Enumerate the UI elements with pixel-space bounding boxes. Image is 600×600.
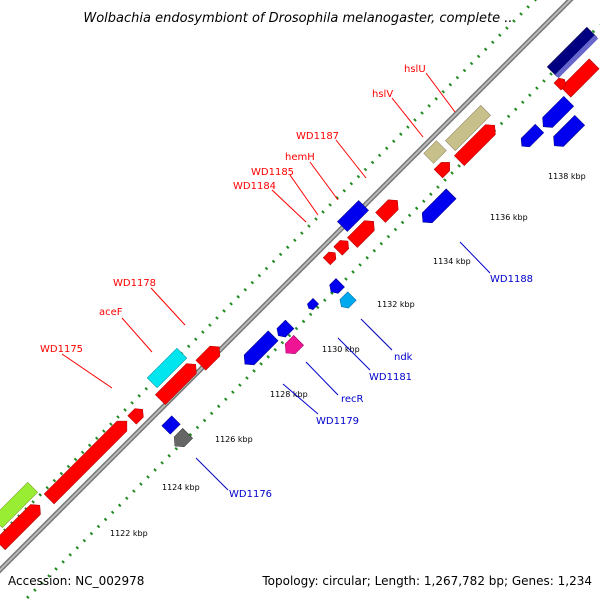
svg-text:aceF: aceF [99, 307, 123, 318]
gene-red-large-1[interactable] [0, 500, 45, 551]
gene-hslu-red[interactable] [454, 120, 499, 166]
gene-label-wd1187[interactable]: WD1187 [296, 131, 367, 179]
svg-text:WD1188: WD1188 [490, 274, 533, 285]
gene-wd1184[interactable] [322, 249, 339, 266]
gene-acef-red[interactable] [155, 359, 200, 405]
tick-label: 1124 kbp [162, 483, 200, 492]
svg-text:hslU: hslU [404, 64, 426, 75]
gene-hemh[interactable] [347, 216, 378, 248]
tick-label: 1134 kbp [433, 257, 471, 266]
tick-label: 1122 kbp [110, 529, 148, 538]
gene-navy[interactable] [546, 26, 599, 79]
gene-label-hslu[interactable]: hslU [404, 64, 456, 113]
tick-label: 1132 kbp [377, 300, 415, 309]
gene-label-wd1175[interactable]: WD1175 [40, 344, 113, 389]
gene-wd1187[interactable] [375, 196, 403, 223]
gene-hslv-red[interactable] [433, 158, 454, 179]
gene-label-acef[interactable]: aceF [99, 307, 153, 353]
gene-blue-hemh[interactable] [337, 200, 369, 232]
gene-wd1178[interactable] [195, 342, 224, 371]
svg-text:WD1185: WD1185 [251, 167, 294, 178]
tick-label: 1126 kbp [215, 435, 253, 444]
gene-ndk-blue[interactable] [327, 278, 345, 297]
gene-lime[interactable] [0, 482, 38, 528]
tick-label: 1130 kbp [322, 345, 360, 354]
gene-wd1175[interactable] [43, 416, 132, 505]
svg-text:WD1181: WD1181 [369, 372, 412, 383]
gene-label-hslv[interactable]: hslV [372, 89, 424, 138]
gene-label-wd1181[interactable]: WD1181 [337, 337, 412, 383]
tick-label: 1138 kbp [548, 172, 586, 181]
gene-wd1179-small[interactable] [274, 319, 295, 340]
svg-text:WD1176: WD1176 [229, 489, 272, 500]
gene-blue-138-2[interactable] [538, 95, 575, 131]
gene-blue-138-1[interactable] [518, 123, 545, 150]
svg-text:WD1184: WD1184 [233, 181, 276, 192]
gene-label-hemh[interactable]: hemH [285, 152, 339, 201]
gene-hslu-khaki[interactable] [445, 105, 491, 151]
gene-red-small-1[interactable] [127, 405, 147, 425]
svg-text:WD1178: WD1178 [113, 278, 156, 289]
gene-wd1176-gray[interactable] [170, 428, 193, 451]
map-title: Wolbachia endosymbiont of Drosophila mel… [83, 11, 516, 26]
gene-label-recr[interactable]: recR [305, 361, 364, 405]
gene-wd1185[interactable] [333, 237, 352, 256]
gene-label-wd1188[interactable]: WD1188 [459, 241, 533, 285]
svg-text:hemH: hemH [285, 152, 315, 163]
gene-red-top-right-small[interactable] [553, 76, 568, 91]
gene-label-ndk[interactable]: ndk [360, 318, 413, 363]
tick-label: 1136 kbp [490, 213, 528, 222]
gene-wd1181[interactable] [306, 297, 320, 311]
svg-text:WD1179: WD1179 [316, 416, 359, 427]
gene-blue-138-3[interactable] [549, 114, 586, 150]
svg-text:ndk: ndk [394, 352, 413, 363]
svg-text:WD1175: WD1175 [40, 344, 83, 355]
gene-red-top-right[interactable] [560, 58, 600, 98]
svg-text:hslV: hslV [372, 89, 393, 100]
gene-wd1176-blue[interactable] [161, 415, 181, 435]
outer-ruler [0, 0, 538, 538]
gene-label-wd1185[interactable]: WD1185 [251, 167, 319, 216]
gene-acef-cyan[interactable] [146, 347, 188, 389]
tick-label: 1128 kbp [270, 390, 308, 399]
gene-recr[interactable] [281, 335, 304, 358]
tick-labels: 1122 kbp 1124 kbp 1126 kbp 1128 kbp 1130… [110, 172, 586, 538]
svg-text:recR: recR [341, 394, 364, 405]
gene-label-wd1179[interactable]: WD1179 [282, 383, 359, 427]
gene-label-wd1184[interactable]: WD1184 [233, 181, 307, 223]
gene-wd1179-blue[interactable] [240, 330, 279, 369]
gene-wd1188[interactable] [418, 188, 457, 227]
gene-ndk-sky[interactable] [337, 291, 357, 311]
gene-label-wd1176[interactable]: WD1176 [195, 457, 272, 500]
topology-text: Topology: circular; Length: 1,267,782 bp… [261, 574, 592, 588]
inner-ruler [22, 23, 600, 600]
svg-text:WD1187: WD1187 [296, 131, 339, 142]
gene-hslv-khaki[interactable] [423, 140, 447, 164]
accession-text: Accession: NC_002978 [8, 574, 144, 588]
gene-label-wd1178[interactable]: WD1178 [113, 278, 186, 326]
